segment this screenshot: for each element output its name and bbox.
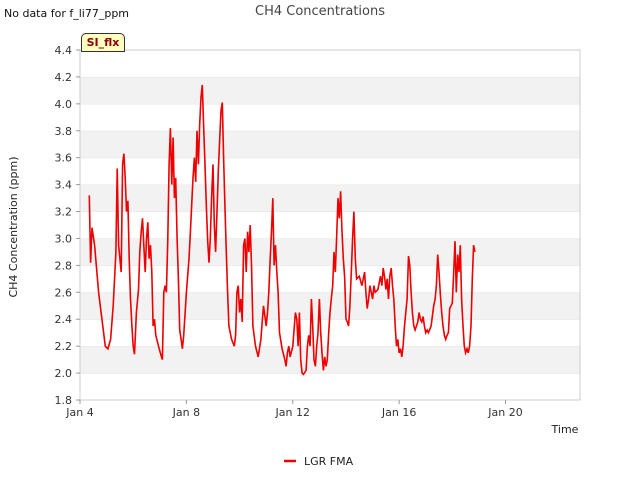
plot-frame bbox=[79, 49, 581, 401]
y-tick-label: 2.4 bbox=[55, 313, 73, 326]
x-tick-label: Jan 16 bbox=[381, 406, 416, 419]
y-tick-label: 3.2 bbox=[55, 206, 73, 219]
series-line-lgr-fma bbox=[88, 84, 476, 376]
y-tick-label: 2.2 bbox=[55, 340, 73, 353]
y-tick-label: 2.6 bbox=[55, 286, 73, 299]
plot-band bbox=[80, 50, 580, 77]
x-tick-label: Jan 12 bbox=[275, 406, 310, 419]
plot-band bbox=[80, 103, 580, 131]
plot-band bbox=[80, 346, 580, 374]
plot-band bbox=[80, 265, 580, 293]
plot-band bbox=[80, 76, 580, 104]
plot-band bbox=[80, 373, 580, 400]
y-tick-label: 4.0 bbox=[55, 98, 73, 111]
plot-band bbox=[80, 211, 580, 239]
x-tick-label: Jan 4 bbox=[65, 406, 93, 419]
y-tick-label: 2.0 bbox=[55, 367, 73, 380]
si-flx-badge[interactable]: SI_flx bbox=[81, 33, 125, 52]
y-tick-label: 3.6 bbox=[55, 152, 73, 165]
y-tick-label: 3.4 bbox=[55, 179, 73, 192]
y-tick-label: 4.2 bbox=[55, 71, 73, 84]
x-tick-label: Jan 20 bbox=[487, 406, 522, 419]
y-tick-label: 2.8 bbox=[55, 259, 73, 272]
plot-band bbox=[80, 238, 580, 266]
y-tick-label: 4.4 bbox=[55, 44, 73, 57]
plot-band bbox=[80, 184, 580, 212]
y-tick-label: 3.8 bbox=[55, 125, 73, 138]
y-tick-label: 3.0 bbox=[55, 232, 73, 245]
x-axis: Jan 4 Jan 8 Jan 12 Jan 16 Jan 20 bbox=[65, 400, 523, 419]
y-axis: 1.8 2.0 2.2 2.4 2.6 2.8 3.0 3.2 3.4 3.6 3.8 4.0 4.2 4… bbox=[55, 44, 80, 407]
no-data-notice: No data for f_li77_ppm bbox=[4, 7, 130, 20]
plot-bands bbox=[80, 49, 580, 400]
y-axis-label: CH4 Concentration (ppm) bbox=[7, 156, 20, 297]
plot-band bbox=[80, 157, 580, 185]
x-axis-label: Time bbox=[551, 423, 579, 436]
x-tick-label: Jan 8 bbox=[172, 406, 200, 419]
legend-label[interactable]: LGR FMA bbox=[304, 455, 354, 468]
chart-title: CH4 Concentrations bbox=[255, 4, 385, 19]
plot-band bbox=[80, 130, 580, 158]
y-tick-label: 1.8 bbox=[55, 394, 73, 407]
